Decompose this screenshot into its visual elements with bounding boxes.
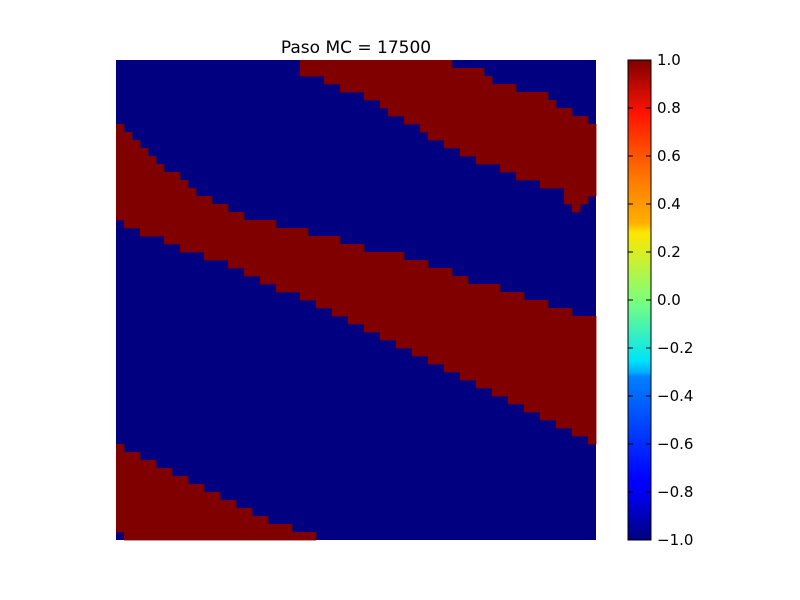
heatmap-cell-run — [116, 196, 213, 205]
heatmap-cell-run — [260, 276, 469, 285]
heatmap-cell-run — [540, 180, 597, 189]
heatmap-cell-run — [572, 428, 597, 437]
heatmap-cell-run — [116, 444, 125, 453]
heatmap-cell-run — [116, 484, 205, 493]
heatmap-cell-run — [476, 380, 597, 389]
heatmap-cell-run — [116, 180, 189, 189]
heatmap-cell-run — [116, 524, 293, 533]
heatmap-cell-run — [460, 148, 597, 157]
heatmap-cell-run — [380, 332, 597, 341]
colorbar-tick-label: −0.8 — [657, 483, 693, 501]
heatmap-cell-run — [316, 300, 549, 309]
heatmap-cell-run — [124, 220, 277, 229]
heatmap-cell-run — [116, 188, 197, 197]
heatmap-cell-run — [420, 124, 597, 133]
heatmap-cell-run — [412, 348, 597, 357]
heatmap-cell-run — [124, 532, 317, 541]
heatmap-cell-run — [516, 172, 597, 181]
colorbar-tick-label: 1.0 — [657, 51, 681, 69]
heatmap-cell-run — [116, 204, 229, 213]
heatmap-cell-run — [180, 244, 365, 253]
heatmap-cell-run — [564, 188, 597, 197]
heatmap-cell-run — [492, 388, 597, 397]
heatmap-cell-run — [332, 308, 573, 317]
heatmap-cell-run — [116, 452, 141, 461]
heatmap-cell-run — [116, 500, 237, 509]
colorbar-tick-label: 0.8 — [657, 99, 681, 117]
heatmap-cell-run — [116, 124, 125, 133]
heatmap-cell-run — [508, 396, 597, 405]
chart-title: Paso MC = 17500 — [281, 38, 431, 58]
colorbar-tick-label: −1.0 — [657, 531, 693, 549]
heatmap-cell-run — [340, 84, 517, 93]
heatmap-cell-run — [116, 516, 269, 525]
heatmap-cell-run — [164, 236, 341, 245]
heatmap-cell-run — [116, 132, 133, 141]
heatmap-cell-run — [564, 196, 589, 205]
colorbar-ticks: −1.0 −0.8 −0.6 −0.4 −0.2 0.0 0.2 0.4 0.6 0.8 1.0 — [628, 51, 693, 549]
heatmap-cell-run — [116, 148, 149, 157]
heatmap-cell-run — [444, 140, 597, 149]
heatmap-cell-run — [364, 324, 597, 333]
heatmap-cell-run — [228, 260, 429, 269]
heatmap-cell-run — [524, 404, 597, 413]
heatmap-cell-run — [388, 108, 573, 117]
colorbar-tick-label: 0.4 — [657, 195, 681, 213]
heatmap-cell-run — [300, 292, 525, 301]
heatmap-cell-run — [444, 364, 597, 373]
colorbar-tick-label: 0.2 — [657, 243, 681, 261]
heatmap-cell-run — [116, 156, 157, 165]
heatmap-cell-run — [244, 268, 453, 277]
heatmap-cell-run — [116, 468, 173, 477]
heatmap-cell-run — [116, 508, 253, 517]
heatmap-cell-run — [428, 356, 597, 365]
heatmap-cell-run — [116, 172, 181, 181]
heatmap-cell-run — [364, 92, 549, 101]
heatmap-cell-run — [380, 100, 557, 109]
heatmap-cell-run — [396, 340, 597, 349]
heatmap-cell-run — [116, 492, 221, 501]
colorbar-tick-label: 0.6 — [657, 147, 681, 165]
heatmap-cell-run — [116, 212, 245, 221]
colorbar-tick-label: −0.4 — [657, 387, 693, 405]
heatmap-cell-run — [588, 436, 597, 445]
heatmap-cell-run — [300, 60, 453, 69]
heatmap-cell-run — [404, 116, 589, 125]
heatmap-cell-run — [204, 252, 405, 261]
heatmap-cell-run — [556, 420, 597, 429]
colorbar-tick-label: −0.2 — [657, 339, 693, 357]
heatmap-cell-run — [572, 204, 581, 213]
heatmap-cell-run — [476, 156, 597, 165]
heatmap-cell-run — [460, 372, 597, 381]
heatmap-cell-run — [348, 316, 597, 325]
heatmap-cell-run — [300, 68, 485, 77]
colorbar-tick-label: −0.6 — [657, 435, 693, 453]
heatmap-cell-run — [276, 284, 501, 293]
heatmap-cell-run — [140, 228, 309, 237]
heatmap-cell-run — [540, 412, 597, 421]
heatmap-cell-run — [116, 476, 189, 485]
heatmap-cell-run — [116, 164, 165, 173]
heatmap-cell-run — [428, 132, 597, 141]
heatmap-cell-run — [116, 140, 141, 149]
heatmap-cell-run — [500, 164, 597, 173]
heatmap-cell-run — [324, 76, 493, 85]
heatmap-cell-run — [116, 460, 157, 469]
colorbar-tick-label: 0.0 — [657, 291, 681, 309]
heatmap — [116, 60, 597, 541]
